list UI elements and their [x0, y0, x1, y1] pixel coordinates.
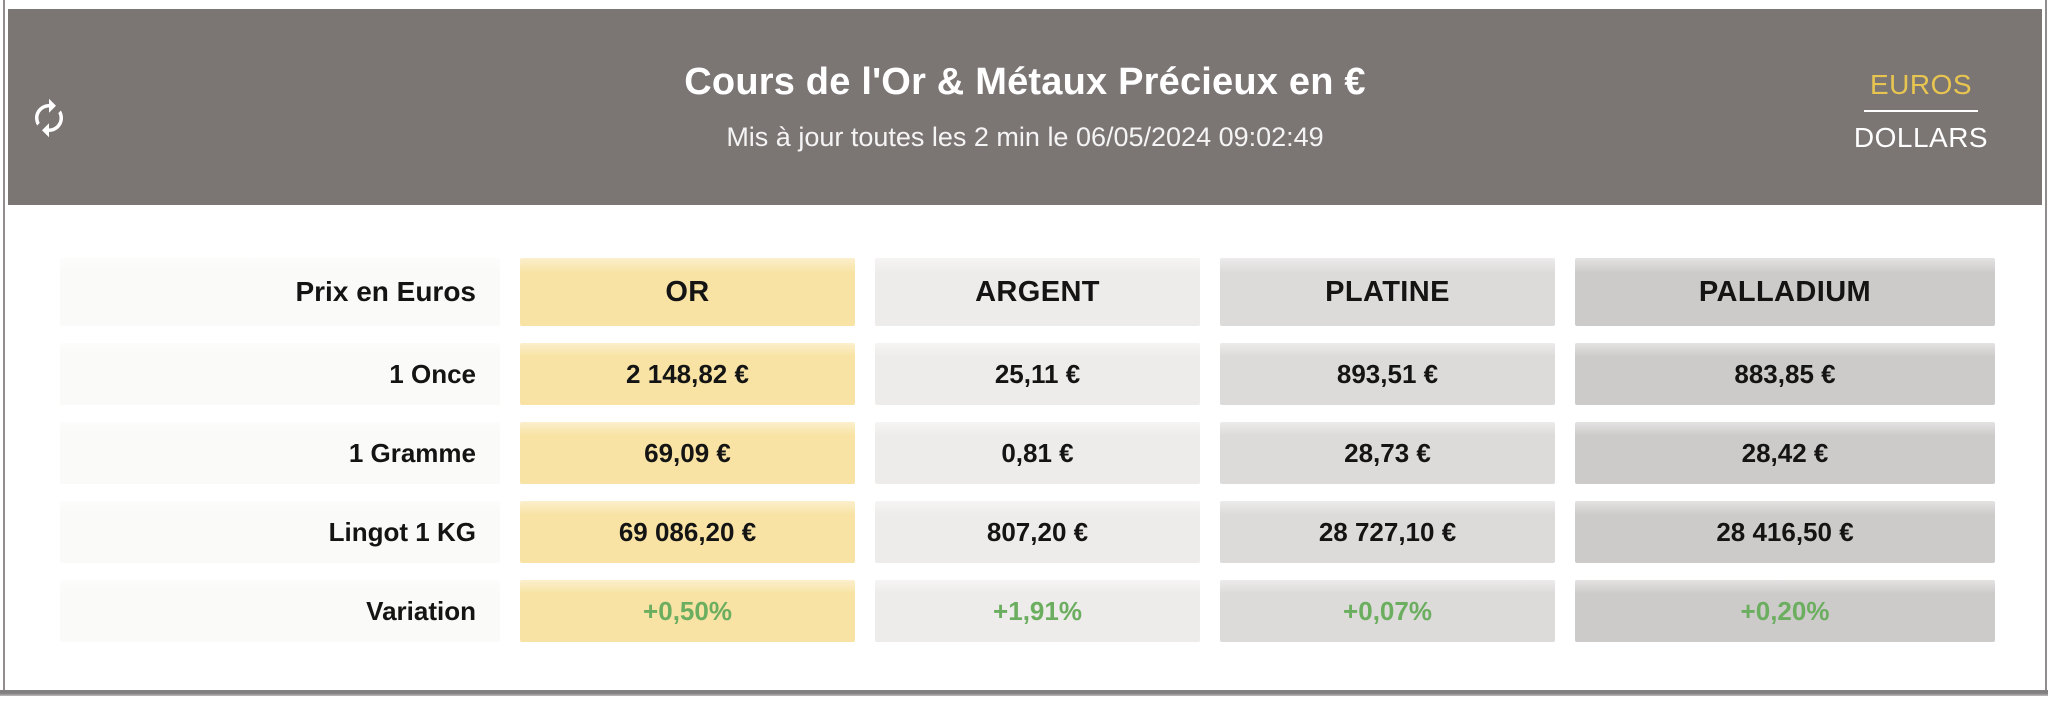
variation-cell-palladium: +0,20%	[1575, 580, 1995, 642]
currency-option-dollars[interactable]: DOLLARS	[1836, 120, 2006, 156]
price-cell-gramme-palladium: 28,42 €	[1575, 422, 1995, 484]
widget-bottom-border	[0, 690, 2048, 696]
last-updated-text: Mis à jour toutes les 2 min le 06/05/202…	[726, 122, 1324, 152]
column-header-platine: PLATINE	[1220, 258, 1555, 326]
price-cell-lingot-argent: 807,20 €	[875, 501, 1200, 563]
gold-price-widget: Cours de l'Or & Métaux Précieux en € Mis…	[3, 0, 2047, 691]
currency-option-euros[interactable]: EUROS	[1836, 67, 2006, 103]
price-cell-gramme-argent: 0,81 €	[875, 422, 1200, 484]
row-label-1-once: 1 Once	[60, 343, 500, 405]
column-header-argent: ARGENT	[875, 258, 1200, 326]
column-header-or: OR	[520, 258, 855, 326]
price-cell-once-argent: 25,11 €	[875, 343, 1200, 405]
corner-header-prix-en-euros: Prix en Euros	[60, 258, 500, 326]
variation-cell-argent: +1,91%	[875, 580, 1200, 642]
row-label-variation: Variation	[60, 580, 500, 642]
row-label-1-gramme: 1 Gramme	[60, 422, 500, 484]
price-cell-lingot-platine: 28 727,10 €	[1220, 501, 1555, 563]
header-band: Cours de l'Or & Métaux Précieux en € Mis…	[8, 9, 2042, 205]
variation-cell-platine: +0,07%	[1220, 580, 1555, 642]
currency-toggle: EUROS DOLLARS	[1836, 67, 2006, 156]
price-cell-once-palladium: 883,85 €	[1575, 343, 1995, 405]
price-cell-gramme-or: 69,09 €	[520, 422, 855, 484]
page-title: Cours de l'Or & Métaux Précieux en €	[684, 61, 1366, 103]
refresh-sync-icon	[28, 97, 70, 139]
price-cell-once-platine: 893,51 €	[1220, 343, 1555, 405]
currency-toggle-divider	[1864, 110, 1978, 112]
row-label-lingot-1kg: Lingot 1 KG	[60, 501, 500, 563]
price-cell-gramme-platine: 28,73 €	[1220, 422, 1555, 484]
price-cell-lingot-or: 69 086,20 €	[520, 501, 855, 563]
refresh-button[interactable]	[28, 97, 70, 139]
variation-cell-or: +0,50%	[520, 580, 855, 642]
price-cell-lingot-palladium: 28 416,50 €	[1575, 501, 1995, 563]
column-header-palladium: PALLADIUM	[1575, 258, 1995, 326]
price-cell-once-or: 2 148,82 €	[520, 343, 855, 405]
price-table: Prix en Euros OR ARGENT PLATINE PALLADIU…	[60, 258, 1995, 642]
